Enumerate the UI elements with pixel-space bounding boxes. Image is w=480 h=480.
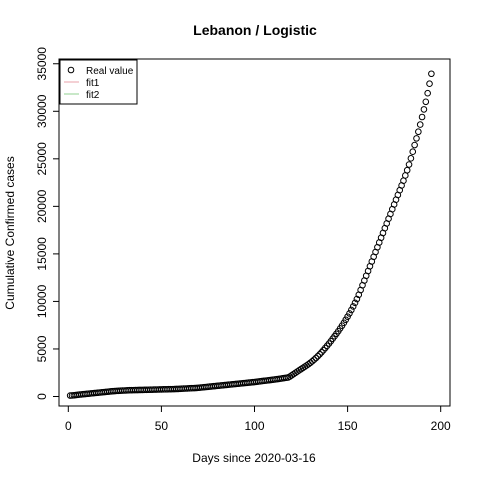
legend-label-real: Real value	[86, 66, 134, 77]
data-point	[415, 128, 422, 136]
data-point	[424, 89, 431, 97]
data-point	[403, 166, 411, 174]
data-point	[407, 155, 415, 162]
y-tick-label: 10000	[35, 284, 49, 318]
data-point	[411, 141, 418, 149]
legend: Real value fit1 fit2	[59, 59, 138, 105]
legend-circle-icon	[67, 66, 75, 74]
data-point	[418, 113, 426, 121]
data-point	[416, 121, 424, 128]
data-point	[413, 135, 420, 142]
data-point	[318, 348, 325, 356]
data-point	[344, 313, 351, 320]
x-tick-label: 150	[338, 419, 358, 433]
data-point	[346, 310, 353, 317]
data-point	[316, 350, 323, 358]
data-point	[310, 356, 318, 364]
x-tick-label: 50	[155, 419, 169, 433]
legend-label-fit2: fit2	[86, 90, 100, 101]
x-axis-label: Days since 2020-03-16	[192, 451, 316, 465]
plot-area-border	[58, 58, 451, 407]
data-point	[353, 295, 361, 303]
x-tick-label: 100	[244, 419, 264, 433]
data-point	[349, 303, 357, 310]
data-point	[314, 352, 322, 360]
data-points	[66, 70, 435, 399]
legend-label-fit1: fit1	[86, 78, 100, 89]
y-axis: 0 5000 10000 15000 20000 25000 30000 35000	[35, 47, 59, 400]
chart-title: Lebanon / Logistic	[193, 22, 317, 38]
x-axis: 0 50 100 150 200	[65, 406, 451, 433]
y-tick-label: 15000	[35, 237, 49, 271]
data-point	[422, 98, 430, 106]
x-tick-label: 200	[431, 419, 451, 433]
data-point	[348, 306, 355, 314]
y-axis-label: Cumulative Confirmed cases	[3, 156, 17, 309]
y-tick-label: 25000	[35, 142, 49, 176]
data-point	[426, 80, 433, 88]
x-tick-label: 0	[65, 419, 72, 433]
y-tick-label: 5000	[35, 335, 49, 362]
data-point	[308, 358, 316, 365]
data-point	[420, 106, 428, 113]
y-tick-label: 35000	[35, 47, 49, 81]
data-point	[312, 354, 320, 362]
data-point	[351, 299, 359, 307]
y-tick-label: 0	[35, 393, 49, 400]
data-point	[428, 70, 435, 78]
data-point	[405, 161, 413, 168]
y-tick-label: 30000	[35, 94, 49, 128]
y-tick-label: 20000	[35, 189, 49, 223]
data-point	[409, 148, 417, 155]
